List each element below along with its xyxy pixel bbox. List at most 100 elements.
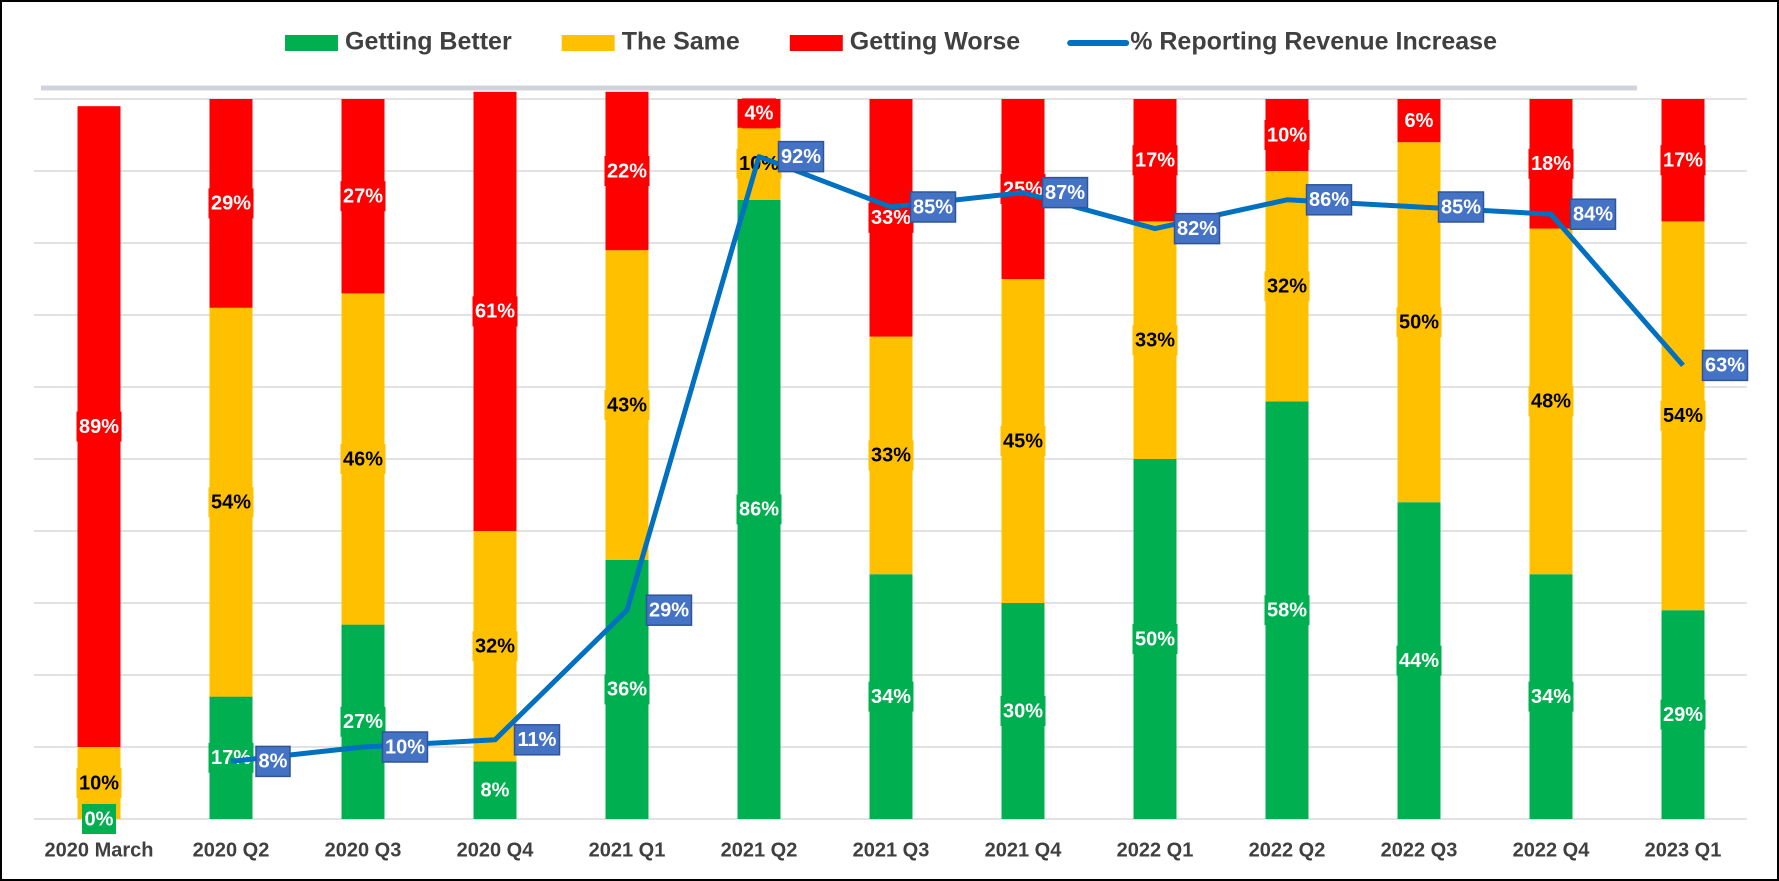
data-label-box xyxy=(1132,325,1178,356)
line-label-box xyxy=(1437,191,1485,223)
data-label: 17% xyxy=(211,747,251,769)
data-label: 34% xyxy=(1531,686,1571,708)
data-label: 33% xyxy=(1135,329,1175,351)
line-label-box xyxy=(1701,349,1749,382)
data-label-box xyxy=(1000,426,1046,456)
data-label-box xyxy=(340,444,386,474)
data-label: 22% xyxy=(607,160,647,182)
data-label: 17% xyxy=(1663,149,1703,171)
x-tick-label: 2020 Q2 xyxy=(193,839,270,861)
line-label: 29% xyxy=(649,599,689,621)
legend-label: % Reporting Revenue Increase xyxy=(1130,28,1497,56)
line-label-box xyxy=(1173,212,1221,245)
data-label: 89% xyxy=(79,416,119,438)
data-label-box xyxy=(868,440,914,471)
data-label-box xyxy=(604,674,650,705)
data-label-box xyxy=(340,706,386,737)
data-label: 8% xyxy=(481,779,510,801)
data-label-box xyxy=(208,188,254,219)
data-label: 32% xyxy=(475,635,515,657)
line-label: 8% xyxy=(259,751,288,773)
data-label: 54% xyxy=(1663,405,1703,427)
data-label-box xyxy=(1000,696,1046,726)
data-label-box xyxy=(1264,595,1310,626)
data-label-box xyxy=(472,296,518,327)
data-label-box xyxy=(1660,699,1706,730)
line-label-box xyxy=(1569,198,1617,230)
data-label: 86% xyxy=(739,499,779,521)
legend-swatch xyxy=(285,35,338,51)
data-label: 27% xyxy=(343,185,383,207)
data-label: 61% xyxy=(475,301,515,323)
line-label-box xyxy=(255,745,291,778)
data-label: 0% xyxy=(85,808,114,830)
line-label-box xyxy=(777,140,825,173)
data-label: 17% xyxy=(1135,149,1175,171)
x-tick-label: 2020 Q4 xyxy=(457,839,535,861)
data-label-box xyxy=(76,411,122,442)
line-label: 10% xyxy=(385,736,425,758)
x-tick-label: 2022 Q4 xyxy=(1513,839,1591,861)
data-label: 4% xyxy=(745,103,774,125)
line-label: 92% xyxy=(781,146,821,168)
legend-label: The Same xyxy=(622,28,740,56)
data-label-box xyxy=(1132,145,1178,176)
line-label: 85% xyxy=(913,196,953,218)
data-label-box xyxy=(1528,148,1574,179)
data-label-box xyxy=(1402,105,1436,136)
data-label: 29% xyxy=(211,193,251,215)
legend-label: Getting Worse xyxy=(850,28,1020,56)
x-tick-label: 2020 March xyxy=(45,839,154,861)
data-label-box xyxy=(604,390,650,420)
x-tick-label: 2021 Q4 xyxy=(985,839,1063,861)
data-label: 50% xyxy=(1135,628,1175,650)
data-label: 27% xyxy=(343,711,383,733)
data-label: 6% xyxy=(1405,110,1434,132)
x-tick-label: 2022 Q1 xyxy=(1117,839,1194,861)
data-label: 43% xyxy=(607,394,647,416)
line-label-box xyxy=(381,731,429,763)
data-label: 33% xyxy=(871,207,911,229)
line-label-box xyxy=(1041,176,1089,209)
legend-swatch xyxy=(789,35,843,51)
legend-label: Getting Better xyxy=(345,28,512,56)
data-label-box xyxy=(478,775,512,806)
data-label: 54% xyxy=(211,491,251,513)
data-label-box xyxy=(1660,145,1706,176)
x-tick-label: 2022 Q2 xyxy=(1249,839,1326,861)
line-label: 84% xyxy=(1573,203,1613,225)
line-label: 11% xyxy=(518,729,557,751)
data-label: 44% xyxy=(1399,650,1439,672)
data-label-box xyxy=(1528,681,1574,712)
data-label: 30% xyxy=(1003,700,1043,722)
data-label: 10% xyxy=(79,772,119,794)
data-label-box xyxy=(736,494,782,525)
data-label: 45% xyxy=(1003,430,1043,452)
data-label-box xyxy=(1396,645,1442,676)
data-label: 18% xyxy=(1531,153,1571,175)
data-label-box xyxy=(1264,271,1310,302)
line-label-box xyxy=(645,594,693,626)
data-label: 46% xyxy=(343,448,383,470)
data-label-box xyxy=(76,768,122,798)
line-label: 87% xyxy=(1045,182,1085,204)
data-label: 10% xyxy=(1267,124,1307,146)
data-label-box xyxy=(1528,386,1574,417)
line-label: 85% xyxy=(1441,196,1481,218)
data-label-box xyxy=(604,156,650,186)
x-tick-label: 2023 Q1 xyxy=(1645,839,1722,861)
data-label-box xyxy=(1660,400,1706,431)
data-label-box xyxy=(868,681,914,712)
data-label-box xyxy=(82,804,116,834)
x-tick-label: 2020 Q3 xyxy=(325,839,402,861)
line-label: 63% xyxy=(1705,355,1745,377)
data-label: 29% xyxy=(1663,704,1703,726)
data-label-box xyxy=(340,181,386,212)
data-label-box xyxy=(742,98,776,129)
line-label: 82% xyxy=(1177,218,1217,240)
line-label: 86% xyxy=(1309,189,1349,211)
data-label-box xyxy=(1264,120,1310,150)
data-label: 50% xyxy=(1399,311,1439,333)
data-label: 36% xyxy=(607,679,647,701)
